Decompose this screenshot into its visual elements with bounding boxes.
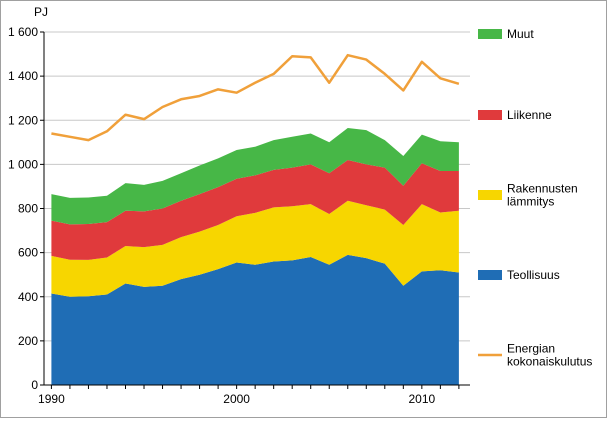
legend-label: kokonaiskulutus [507, 355, 592, 369]
legend-label: lämmitys [507, 195, 554, 209]
x-tick-label: 2000 [223, 392, 250, 406]
y-tick-label: 400 [18, 290, 38, 304]
legend-label: Teollisuus [507, 268, 560, 282]
y-tick-label: 1 200 [8, 113, 38, 127]
area-teollisuus [51, 254, 459, 385]
legend-item-teollisuus: Teollisuus [478, 268, 560, 282]
legend-swatch [478, 110, 502, 120]
legend-label: Muut [507, 27, 534, 41]
y-tick-label: 800 [18, 202, 38, 216]
legend-label: Rakennusten [507, 182, 578, 196]
legend-item-muut: Muut [478, 27, 534, 41]
y-axis-label: PJ [34, 5, 48, 19]
y-tick-label: 1 400 [8, 69, 38, 83]
legend-swatch [478, 190, 502, 200]
legend-item-liikenne: Liikenne [478, 108, 552, 122]
x-tick-label: 2010 [408, 392, 435, 406]
y-tick-label: 600 [18, 246, 38, 260]
x-tick-label: 1990 [38, 392, 65, 406]
legend-swatch [478, 29, 502, 39]
legend-label: Liikenne [507, 108, 552, 122]
y-tick-label: 0 [31, 378, 38, 392]
area-muut [51, 127, 459, 225]
area-liikenne [51, 159, 459, 260]
y-tick-label: 1 000 [8, 157, 38, 171]
legend-label: Energian [507, 342, 555, 356]
legend-swatch [478, 270, 502, 280]
line-energian-kokonaiskulutus [51, 53, 460, 142]
y-tick-label: 1 600 [8, 25, 38, 39]
y-tick-label: 200 [18, 334, 38, 348]
area-rakennusten-lmmitys [51, 200, 459, 297]
